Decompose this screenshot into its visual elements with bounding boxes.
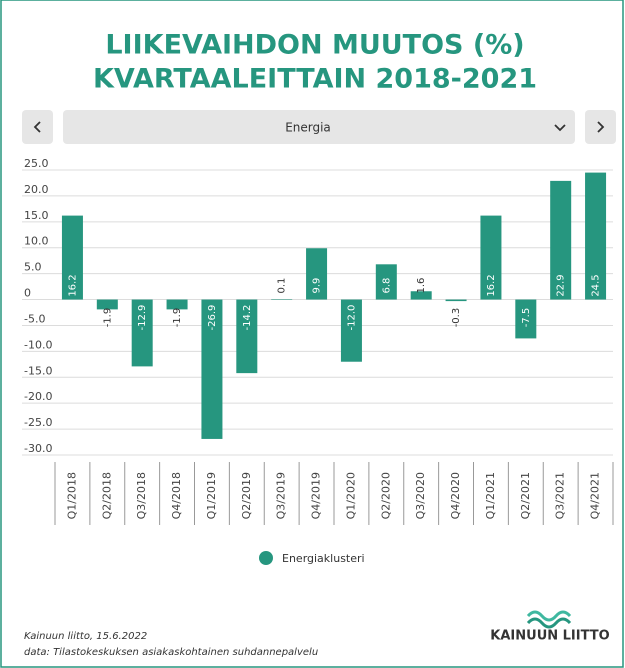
value-label: -1.9: [172, 308, 183, 328]
x-tick-label: Q2/2021: [519, 472, 532, 519]
x-tick-label: Q2/2020: [379, 472, 392, 519]
button-bg: [585, 110, 616, 144]
y-tick-label: 10.0: [24, 235, 49, 248]
bar: [96, 299, 118, 310]
x-tick-label: Q3/2021: [554, 472, 567, 519]
value-label: 22.9: [556, 274, 567, 296]
chart-title: LIIKEVAIHDON MUUTOS (%): [105, 30, 524, 61]
legend-item[interactable]: Energiaklusteri: [259, 551, 365, 565]
y-tick-label: 15.0: [24, 209, 49, 222]
chevron-right: [597, 121, 605, 133]
value-label: 6.8: [381, 278, 392, 294]
value-label: -1.9: [102, 308, 113, 328]
value-label: 0.1: [277, 278, 288, 294]
footer-source: Kainuun liitto, 15.6.2022: [24, 631, 147, 642]
x-tick-label: Q1/2021: [484, 472, 497, 519]
bar: [201, 299, 223, 439]
y-tick-label: 20.0: [24, 183, 49, 196]
x-tick-label: Q3/2019: [275, 472, 288, 519]
x-tick-label: Q4/2021: [589, 472, 602, 519]
bar: [480, 215, 502, 300]
bar: [306, 248, 328, 300]
prev-button[interactable]: [22, 110, 53, 144]
x-tick-label: Q3/2020: [414, 472, 427, 519]
footer-data: data: Tilastokeskuksen asiakaskohtainen …: [24, 647, 318, 658]
y-tick-label: -30.0: [24, 442, 52, 455]
button-bg: [22, 110, 53, 144]
bar: [131, 299, 153, 367]
value-label: -12.9: [137, 305, 148, 331]
bar: [585, 172, 607, 300]
x-tick-label: Q1/2019: [205, 472, 218, 519]
y-tick-label: -20.0: [24, 390, 52, 403]
value-label: 16.2: [67, 274, 78, 296]
x-tick-label: Q1/2018: [65, 472, 78, 519]
x-tick-label: Q2/2018: [100, 472, 113, 519]
value-label: -12.0: [346, 305, 357, 331]
value-label: 24.5: [591, 274, 602, 296]
y-tick-label: 0: [24, 287, 31, 300]
x-tick-label: Q4/2018: [170, 472, 183, 519]
value-label: -26.9: [207, 305, 218, 331]
bar: [375, 264, 397, 300]
bar: [166, 299, 188, 310]
select-value: Energia: [285, 121, 331, 135]
bar: [236, 299, 258, 374]
logo-text: KAINUUN LIITTO: [490, 629, 609, 644]
logo-wave: [526, 610, 572, 622]
value-label: 1.6: [416, 278, 427, 294]
legend-label: Energiaklusteri: [282, 552, 365, 565]
value-label: 16.2: [486, 274, 497, 296]
bar: [515, 299, 537, 339]
x-tick-label: Q4/2019: [310, 472, 323, 519]
y-tick-label: 25.0: [24, 157, 49, 170]
x-tick-label: Q2/2019: [240, 472, 253, 519]
bar: [550, 180, 572, 300]
x-tick-label: Q4/2020: [449, 472, 462, 519]
legend-swatch: [259, 551, 273, 565]
bar: [340, 299, 362, 362]
value-label: 9.9: [312, 278, 323, 294]
next-button[interactable]: [585, 110, 616, 144]
bar: [445, 299, 467, 302]
bar: [271, 299, 293, 300]
y-tick-label: -5.0: [24, 312, 45, 325]
chart-title: KVARTAALEITTAIN 2018-2021: [93, 64, 537, 95]
logo-wave: [526, 617, 572, 629]
chevron-left: [33, 121, 41, 133]
y-tick-label: -25.0: [24, 416, 52, 429]
bar: [61, 215, 83, 300]
value-label: -7.5: [521, 308, 532, 328]
x-tick-label: Q3/2018: [135, 472, 148, 519]
bar: [410, 291, 432, 300]
select-bg: [63, 110, 575, 144]
value-label: -14.2: [242, 305, 253, 331]
value-label: -0.3: [451, 308, 462, 328]
y-tick-label: -15.0: [24, 364, 52, 377]
chevron-down: [554, 124, 566, 132]
y-tick-label: -10.0: [24, 338, 52, 351]
y-tick-label: 5.0: [24, 261, 42, 274]
x-tick-label: Q1/2020: [344, 472, 357, 519]
category-select[interactable]: Energia: [63, 110, 575, 144]
